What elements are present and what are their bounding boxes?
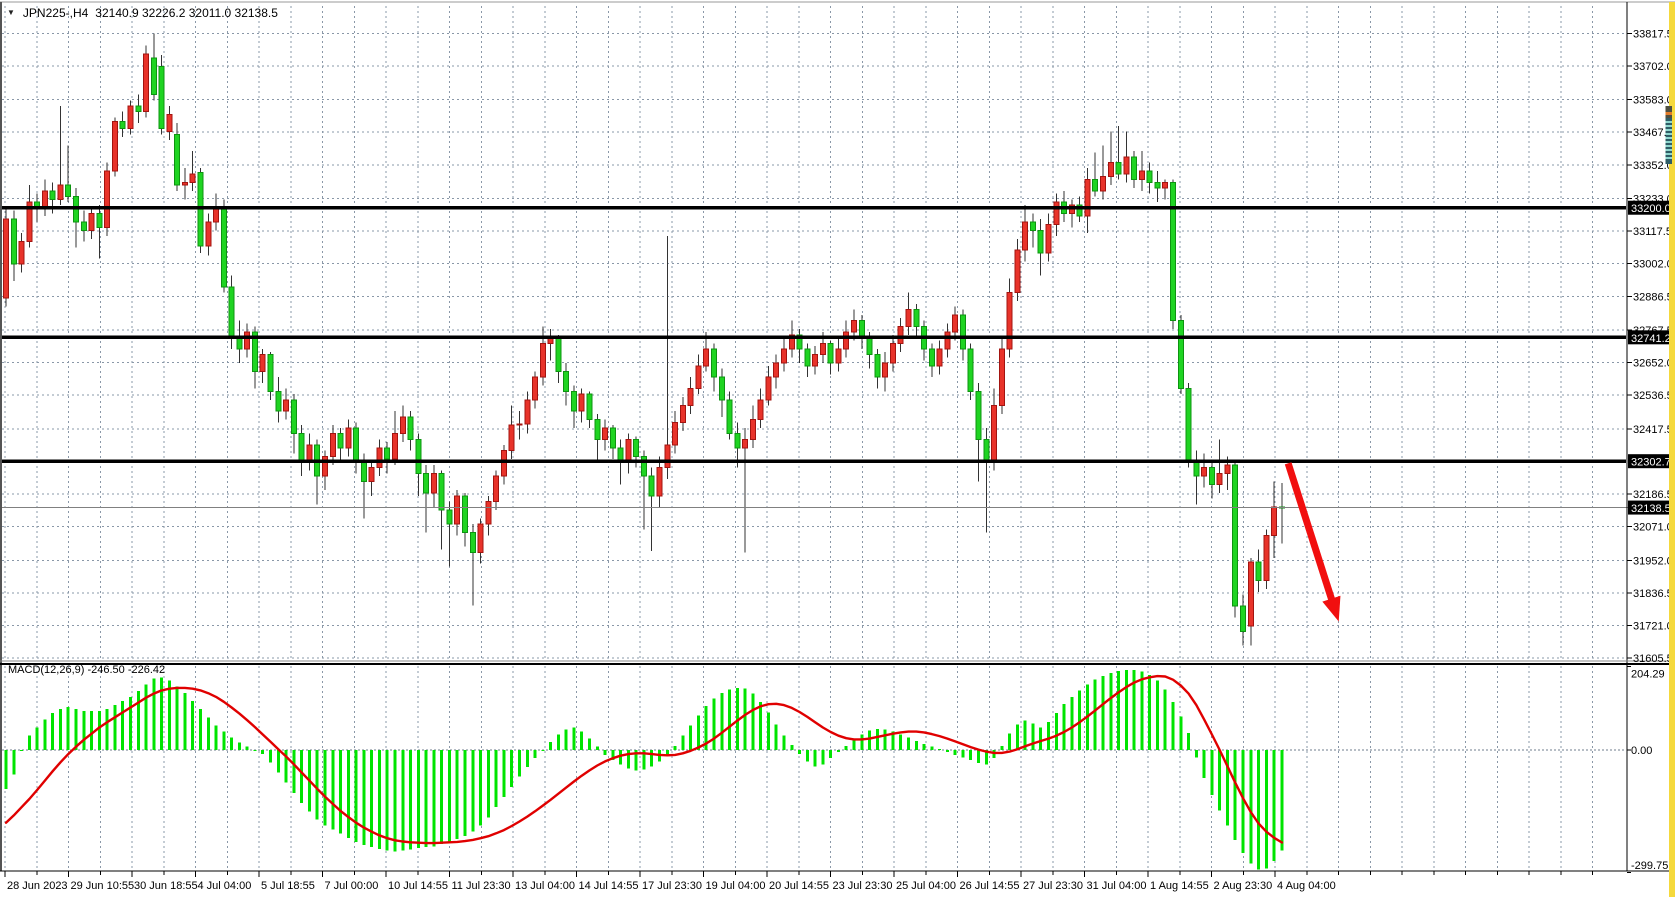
vertical-scrollbar[interactable] [1668,0,1675,900]
svg-text:31 Jul 04:00: 31 Jul 04:00 [1087,880,1147,892]
scrollbar-thumb [1665,106,1672,164]
frame-borders [0,1,1675,872]
svg-text:27 Jul 23:30: 27 Jul 23:30 [1023,880,1083,892]
candlesticks [3,33,1285,646]
macd-histogram [4,669,1284,870]
svg-text:33817.5: 33817.5 [1633,28,1673,40]
svg-text:32652.0: 32652.0 [1633,358,1673,370]
svg-text:32302.7: 32302.7 [1631,457,1671,469]
svg-text:32071.0: 32071.0 [1633,522,1673,534]
svg-text:20 Jul 14:55: 20 Jul 14:55 [769,880,829,892]
svg-text:33702.0: 33702.0 [1633,61,1673,73]
ohlc-values: 32140.9 32226.2 32011.0 32138.5 [95,6,278,20]
svg-text:-299.75: -299.75 [1631,860,1668,872]
price-axis-labels: 33817.533702.033583.033467.533352.033233… [1627,28,1674,873]
svg-text:31721.0: 31721.0 [1633,621,1673,633]
svg-text:25 Jul 04:00: 25 Jul 04:00 [896,880,956,892]
svg-text:0.00: 0.00 [1631,745,1652,757]
time-axis-labels: 28 Jun 2023 29 Jun 10:55 30 Jun 18:55 4 Jul… [4,871,1593,892]
svg-text:33583.0: 33583.0 [1633,95,1673,107]
svg-text:17 Jul 23:30: 17 Jul 23:30 [642,880,702,892]
down-arrow-annotation[interactable] [1284,462,1341,622]
svg-text:204.29: 204.29 [1631,669,1665,681]
svg-text:32138.5: 32138.5 [1631,503,1671,515]
svg-text:29 Jun 10:55: 29 Jun 10:55 [71,880,135,892]
macd-signal-line [4,674,1284,845]
svg-text:4 Aug 04:00: 4 Aug 04:00 [1277,880,1336,892]
svg-text:33002.0: 33002.0 [1633,259,1673,271]
svg-text:19 Jul 04:00: 19 Jul 04:00 [706,880,766,892]
svg-text:31952.0: 31952.0 [1633,555,1673,567]
svg-text:23 Jul 23:30: 23 Jul 23:30 [833,880,893,892]
svg-text:32417.5: 32417.5 [1633,424,1673,436]
svg-text:31836.5: 31836.5 [1633,588,1673,600]
svg-text:32886.5: 32886.5 [1633,291,1673,303]
horizontal-level-lines[interactable] [2,205,1626,463]
svg-text:31605.5: 31605.5 [1633,653,1673,665]
svg-text:32536.5: 32536.5 [1633,390,1673,402]
svg-text:33352.0: 33352.0 [1633,160,1673,172]
svg-text:5 Jul 18:55: 5 Jul 18:55 [261,880,315,892]
chart-dropdown-icon[interactable]: ▼ [7,8,15,17]
price-axis[interactable] [1628,6,1670,870]
svg-text:32741.2: 32741.2 [1631,333,1671,345]
svg-text:30 Jun 18:55: 30 Jun 18:55 [134,880,198,892]
symbol-period-label: JPN225-,H4 [22,6,89,20]
svg-text:4 Jul 04:00: 4 Jul 04:00 [198,880,252,892]
macd-indicator-label: MACD(12,26,9) -246.50 -226.42 [8,664,166,676]
macd-pane[interactable] [4,666,1624,870]
svg-text:2 Aug 23:30: 2 Aug 23:30 [1214,880,1273,892]
time-axis[interactable] [0,872,1626,896]
svg-text:10 Jul 14:55: 10 Jul 14:55 [388,880,448,892]
svg-text:11 Jul 23:30: 11 Jul 23:30 [452,880,511,892]
chart-plot-area[interactable] [4,6,1624,660]
svg-text:7 Jul 00:00: 7 Jul 00:00 [325,880,379,892]
svg-text:33117.5: 33117.5 [1633,226,1672,238]
svg-text:13 Jul 04:00: 13 Jul 04:00 [515,880,575,892]
svg-text:14 Jul 14:55: 14 Jul 14:55 [579,880,639,892]
svg-text:32186.5: 32186.5 [1633,489,1673,501]
svg-text:26 Jul 14:55: 26 Jul 14:55 [960,880,1020,892]
svg-text:33200.0: 33200.0 [1631,203,1671,215]
svg-text:33467.5: 33467.5 [1633,127,1673,139]
scrollbar[interactable] [1665,2,1675,897]
svg-text:1 Aug 14:55: 1 Aug 14:55 [1150,880,1209,892]
symbol-header: ▼ JPN225-,H4 32140.9 32226.2 32011.0 321… [7,6,278,20]
svg-text:28 Jun 2023: 28 Jun 2023 [7,880,68,892]
